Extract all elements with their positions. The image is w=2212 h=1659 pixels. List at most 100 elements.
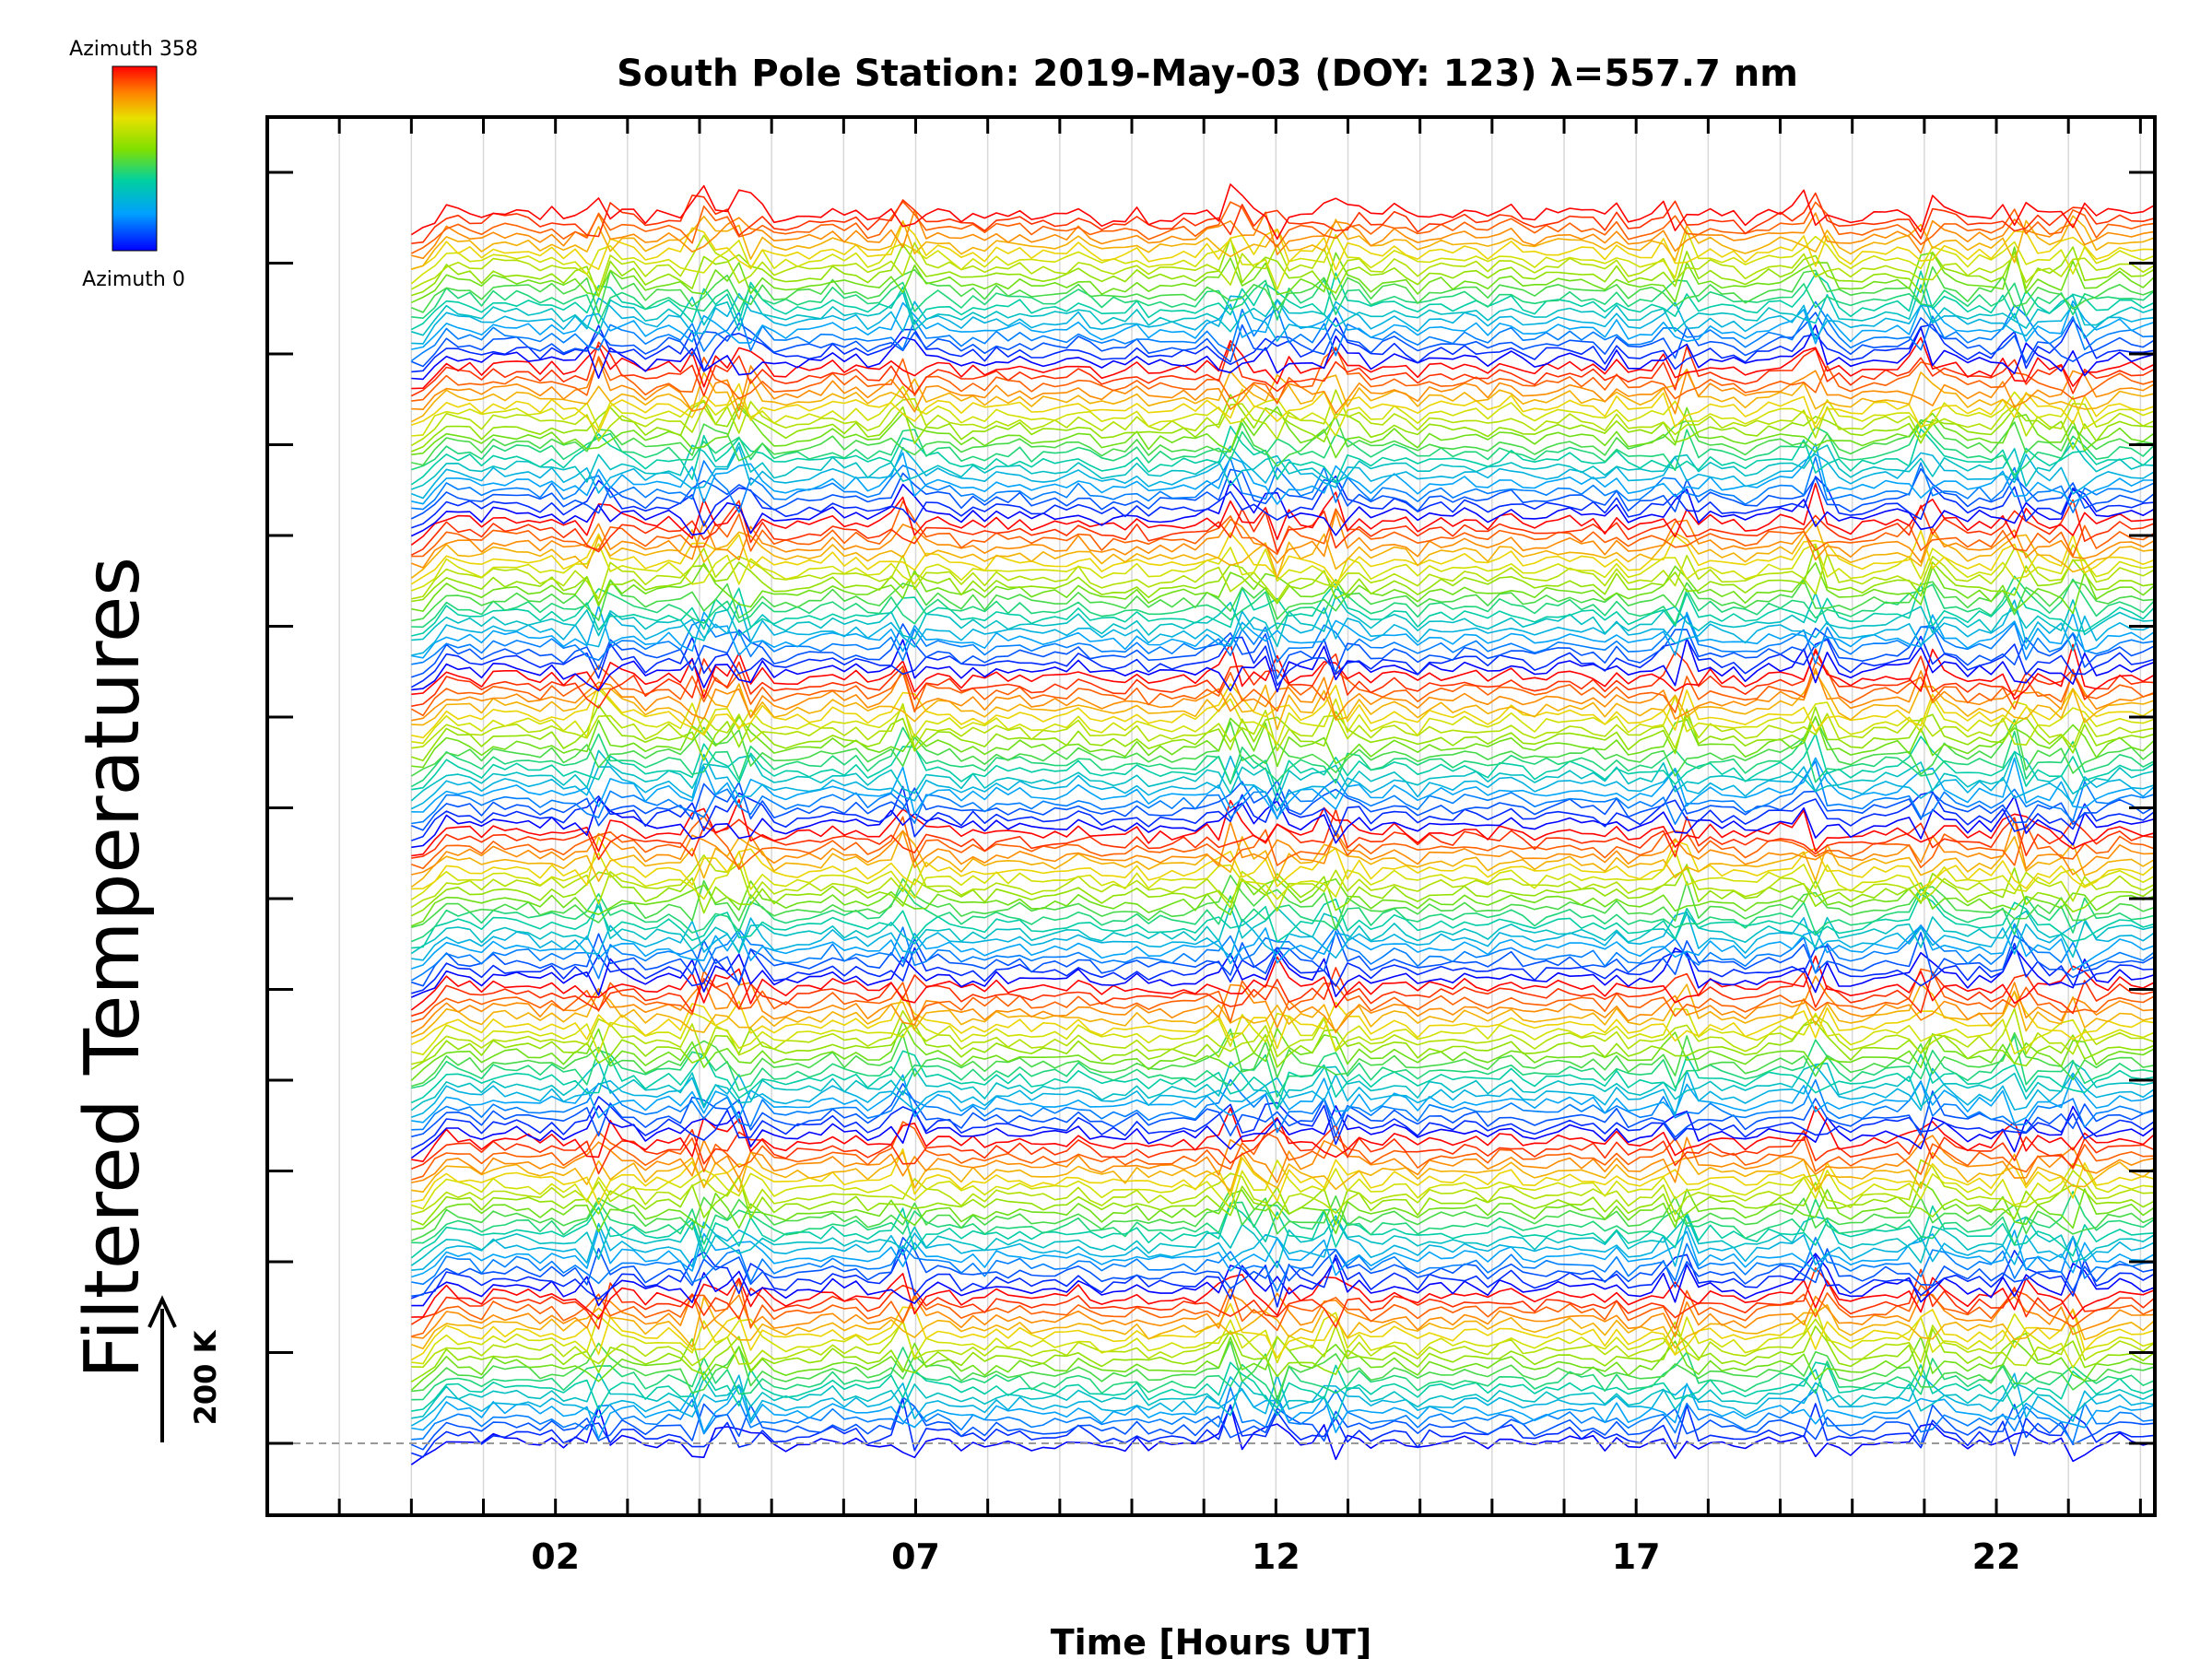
trace-group3-az14	[410, 991, 2156, 1050]
azimuth-colorbar: Azimuth 358 Azimuth 0	[69, 38, 198, 291]
trace-group1-az17	[411, 1279, 2156, 1337]
trace-group8-az0	[411, 324, 2156, 381]
trace-group4-az13	[410, 849, 2156, 900]
trace-group8-az13	[410, 229, 2156, 290]
x-tick-label-07: 07	[891, 1536, 940, 1577]
trace-group6-az18	[410, 499, 2156, 557]
trace-group2-az9	[410, 1188, 2156, 1242]
trace-group7-az4	[411, 443, 2155, 505]
trace-group8-az12	[410, 234, 2156, 292]
trace-group5-az13	[411, 688, 2156, 746]
trace-group6-az9	[411, 579, 2156, 622]
trace-group8-az7	[410, 270, 2156, 331]
trace-group5-az15	[411, 671, 2156, 731]
trace-group4-az0	[410, 947, 2156, 998]
trace-group3-az6	[410, 1061, 2156, 1112]
trace-group6-az12	[411, 547, 2156, 602]
y-axis-label: Filtered Temperatures	[69, 557, 157, 1379]
trace-group3-az0	[410, 1105, 2156, 1159]
trace-group7-az14	[411, 382, 2156, 433]
trace-group8-az8	[411, 278, 2156, 324]
trace-group8-az15	[411, 215, 2156, 270]
trace-group5-az17	[410, 661, 2156, 717]
trace-group6-az2	[411, 623, 2156, 679]
trace-group4-az11	[410, 864, 2156, 917]
trace-group6-az4	[411, 605, 2156, 659]
trace-group3-az7	[410, 1050, 2156, 1110]
plot-frame	[265, 115, 2157, 1517]
trace-group7-az16	[411, 358, 2156, 415]
trace-group7-az18	[410, 341, 2156, 397]
trace-group4-az7	[411, 893, 2156, 949]
scale-bar: 200 K	[147, 1295, 223, 1442]
trace-group4-az4	[411, 924, 2156, 971]
trace-group3-az1	[410, 1096, 2156, 1150]
trace-group1-az5	[410, 1372, 2156, 1427]
trace-group7-az8	[411, 421, 2156, 476]
trace-group2-az19	[411, 1106, 2156, 1162]
scale-bar-label: 200 K	[188, 1329, 223, 1425]
trace-group3-az17	[411, 968, 2156, 1023]
trace-group4-az6	[410, 899, 2156, 959]
trace-group1-az15	[411, 1296, 2156, 1349]
y-axis-ticks	[267, 171, 2155, 1445]
x-tick-label-12: 12	[1252, 1536, 1300, 1577]
trace-group5-az2	[411, 780, 2156, 831]
x-tick-label-22: 22	[1972, 1536, 2021, 1577]
trace-group5-az12	[411, 702, 2156, 752]
trace-group4-az12	[410, 854, 2156, 912]
trace-group6-az10	[411, 561, 2156, 615]
trace-group6-az5	[411, 599, 2156, 656]
trace-group2-az15	[411, 1150, 2156, 1193]
x-axis-ticks: 02 07 12 17 22	[265, 117, 2142, 1577]
trace-group2-az18	[411, 1124, 2156, 1175]
trace-group5-az0	[411, 794, 2156, 849]
trace-group8-az17	[410, 201, 2156, 254]
trace-group7-az3	[411, 456, 2156, 513]
trace-group6-az15	[410, 520, 2156, 579]
trace-group5-az19	[411, 643, 2156, 700]
temperature-traces	[410, 183, 2156, 1465]
trace-group7-az12	[410, 389, 2156, 447]
trace-group2-az7	[410, 1204, 2156, 1259]
trace-group6-az13	[411, 543, 2156, 592]
trace-group7-az17	[411, 347, 2156, 405]
trace-group4-az17	[411, 815, 2156, 870]
trace-group6-az19	[410, 483, 2156, 546]
trace-group6-az11	[411, 544, 2156, 605]
trace-group6-az14	[410, 530, 2156, 585]
trace-group4-az14	[411, 836, 2156, 890]
trace-group4-az5	[411, 911, 2156, 961]
trace-group6-az1	[410, 635, 2156, 688]
trace-group6-az7	[411, 582, 2156, 637]
trace-group3-az9	[411, 1028, 2156, 1088]
colorbar-top-label: Azimuth 358	[69, 38, 198, 61]
trace-group2-az8	[411, 1191, 2156, 1246]
x-axis-label: Time [Hours UT]	[1051, 1622, 1372, 1659]
trace-group7-az11	[410, 394, 2156, 453]
trace-group4-az10	[410, 877, 2156, 927]
trace-group8-az18	[411, 192, 2156, 244]
trace-group7-az1	[411, 475, 2156, 529]
trace-group8-az1	[411, 317, 2156, 373]
trace-group6-az8	[411, 575, 2156, 630]
trace-group8-az9	[411, 265, 2156, 314]
trace-group8-az19	[410, 183, 2156, 240]
trace-group8-az11	[411, 237, 2156, 298]
trace-group1-az9	[411, 1340, 2156, 1401]
trace-group1-az18	[410, 1267, 2156, 1330]
trace-group1-az4	[411, 1382, 2156, 1440]
trace-group8-az5	[411, 292, 2156, 345]
trace-group5-az16	[411, 667, 2156, 722]
trace-group1-az12	[411, 1318, 2156, 1369]
trace-group4-az18	[411, 808, 2156, 861]
trace-group1-az1	[411, 1398, 2156, 1458]
trace-group7-az2	[410, 467, 2156, 520]
trace-group5-az6	[410, 749, 2156, 802]
trace-group8-az2	[410, 312, 2156, 368]
trace-group1-az14	[410, 1302, 2156, 1361]
trace-group5-az5	[410, 753, 2156, 812]
trace-group3-az3	[411, 1078, 2156, 1134]
trace-group7-az7	[410, 425, 2156, 486]
